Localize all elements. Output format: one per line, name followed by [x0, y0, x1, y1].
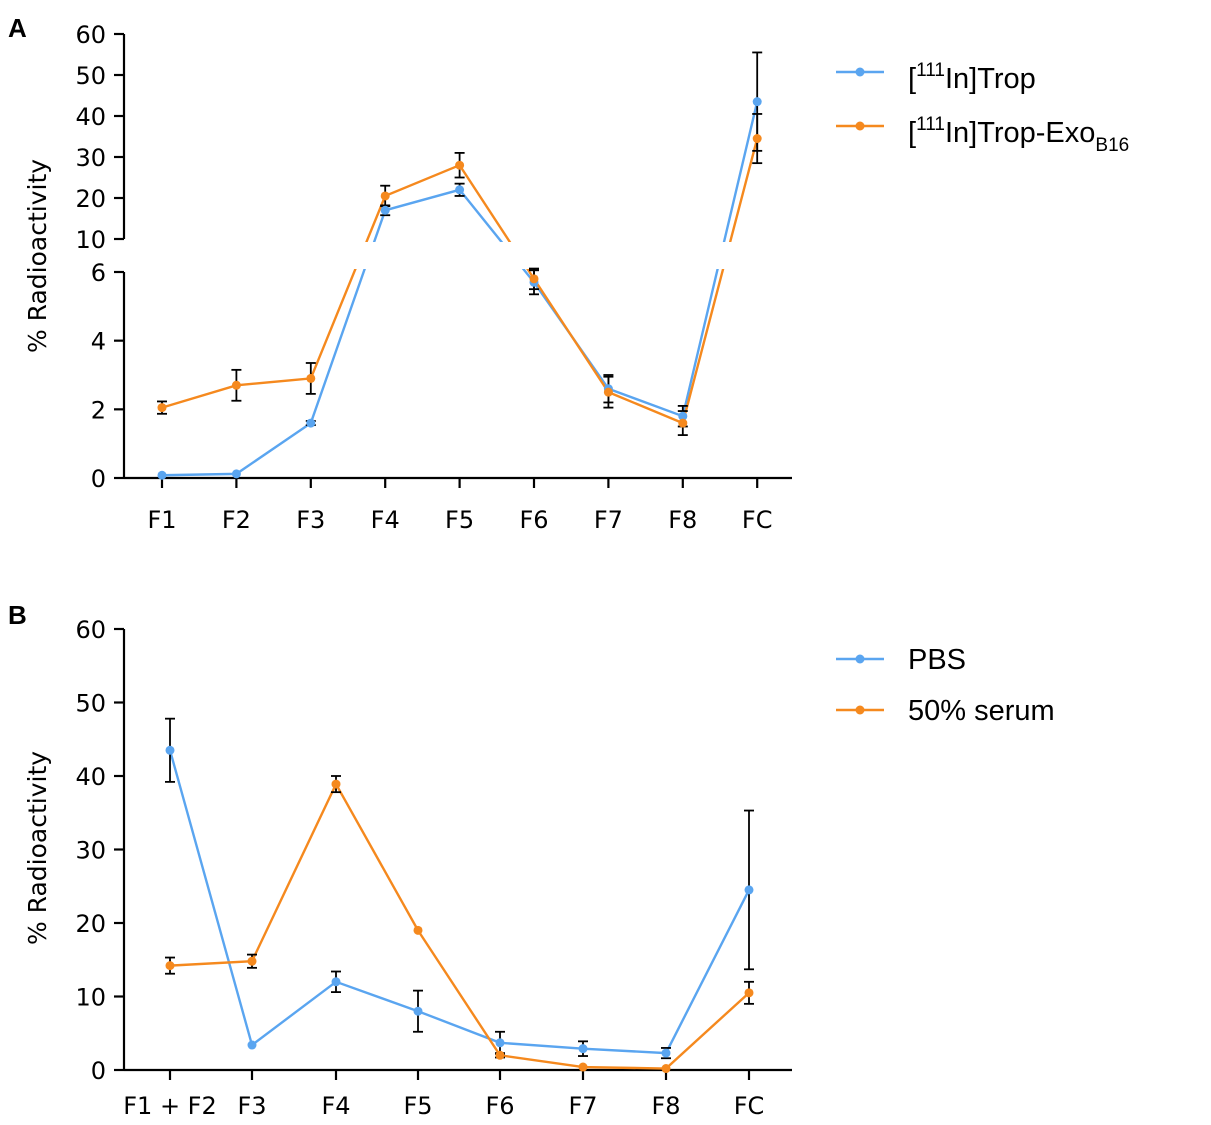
data-point-50-serum-f6: [495, 1050, 505, 1060]
data-point-50-serum-f8: [661, 1064, 671, 1074]
data-point-111in-trop-exob16-f6: [529, 274, 539, 284]
y-tick-label: 40: [75, 763, 106, 791]
data-point-111in-trop-exob16-f3: [306, 373, 316, 383]
data-point-111in-trop-f8: [678, 411, 688, 421]
y-tick-label: 60: [75, 616, 106, 644]
data-point-111in-trop-exob16-f2: [231, 380, 241, 390]
legend-label-serum: 50% serum: [908, 695, 1055, 727]
y-tick-label: 0: [91, 1057, 106, 1085]
series-line-111in-trop-exob16: [161, 138, 759, 425]
panel-b-axes: 0 10 20 30 40 50 60 F1 + F2 F3 F4 F5 F6 F7 F8 FC % Radi…: [23, 616, 792, 1120]
legend-marker-trop: [855, 67, 865, 77]
y-tick-label: 0: [91, 465, 106, 493]
panel-a: A 10 20 30 40 50 60 0 2 4 6 F1 F2 F3 F4 F5 F6 F7 F8 FC % Ra…: [8, 13, 1129, 534]
data-point-50-serum-fc: [744, 988, 754, 998]
y-tick-label: 40: [75, 103, 106, 131]
data-point-pbs-f8: [661, 1048, 671, 1058]
x-tick-label: F8: [668, 506, 697, 534]
data-point-111in-trop-f4: [380, 205, 390, 215]
x-tick-label: F7: [594, 506, 623, 534]
x-tick-label: FC: [742, 506, 773, 534]
data-point-pbs-f6: [495, 1038, 505, 1048]
x-tick-label: F7: [568, 1092, 597, 1120]
legend-marker-trop-exo: [855, 121, 865, 131]
x-tick-label: F3: [296, 506, 325, 534]
panel-b-label: B: [8, 600, 27, 630]
axis-break-gap: [126, 242, 794, 269]
data-point-pbs-f3: [247, 1040, 257, 1050]
x-tick-label: F5: [403, 1092, 432, 1120]
x-tick-label: F8: [651, 1092, 680, 1120]
legend-label-pbs: PBS: [908, 644, 966, 676]
x-tick-label: F4: [321, 1092, 350, 1120]
panel-b-legend: PBS 50% serum: [836, 644, 1055, 727]
legend-marker-serum: [855, 705, 865, 715]
x-tick-label: F4: [371, 506, 400, 534]
legend-marker-pbs: [855, 654, 865, 664]
data-point-50-serum-f3: [247, 956, 257, 966]
legend-label-trop: [111In]Trop: [908, 60, 1036, 95]
y-tick-label: 30: [75, 144, 106, 172]
data-point-111in-trop-exob16-f4: [380, 191, 390, 201]
data-point-111in-trop-f2: [231, 469, 241, 479]
data-point-111in-trop-f5: [455, 185, 465, 195]
y-tick-label: 6: [91, 259, 106, 287]
x-tick-label: F2: [222, 506, 251, 534]
y-tick-label: 60: [75, 21, 106, 49]
data-point-111in-trop-exob16-f5: [455, 160, 465, 170]
y-tick-label: 50: [75, 690, 106, 718]
data-point-111in-trop-fc: [752, 97, 762, 107]
panel-b: B 0 10 20 30 40 50 60 F1 + F2 F3 F4 F5 F6 F7 F8 FC % Ra…: [8, 600, 1055, 1120]
data-point-111in-trop-exob16-f8: [678, 418, 688, 428]
data-point-pbs-f5: [413, 1006, 423, 1016]
data-point-111in-trop-exob16-f7: [603, 387, 613, 397]
data-point-50-serum-f1-f2: [165, 961, 175, 971]
x-tick-label: F3: [237, 1092, 266, 1120]
y-tick-label: 20: [75, 185, 106, 213]
data-point-pbs-fc: [744, 885, 754, 895]
data-point-pbs-f1-f2: [165, 745, 175, 755]
x-tick-label: F5: [445, 506, 474, 534]
series-line-50-serum: [169, 781, 750, 1070]
data-point-111in-trop-f1: [157, 470, 167, 480]
panel-a-legend: [111In]Trop [111In]Trop-ExoB16: [836, 60, 1129, 156]
x-tick-label: FC: [734, 1092, 765, 1120]
data-point-50-serum-f7: [578, 1062, 588, 1072]
y-tick-label: 10: [75, 984, 106, 1012]
data-point-pbs-f7: [578, 1044, 588, 1054]
data-point-50-serum-f4: [331, 779, 341, 789]
y-tick-label: 30: [75, 837, 106, 865]
data-point-pbs-f4: [331, 977, 341, 987]
legend-label-trop-exo: [111In]Trop-ExoB16: [908, 114, 1129, 156]
data-point-111in-trop-exob16-fc: [752, 134, 762, 144]
y-tick-label: 50: [75, 62, 106, 90]
data-point-111in-trop-exob16-f1: [157, 403, 167, 413]
x-tick-label: F6: [519, 506, 548, 534]
panel-b-series: [165, 717, 754, 1074]
panel-a-axes: 10 20 30 40 50 60 0 2 4 6 F1 F2 F3 F4 F5 F6 F7 F8 FC % Radi…: [23, 21, 792, 534]
y-tick-label: 2: [91, 396, 106, 424]
panel-a-series: [126, 51, 794, 480]
y-tick-label: 10: [75, 226, 106, 254]
y-axis-label: % Radioactivity: [23, 751, 52, 945]
panel-a-label: A: [8, 13, 27, 43]
series-line-pbs: [168, 749, 751, 1055]
y-tick-label: 20: [75, 910, 106, 938]
x-tick-label: F1 + F2: [123, 1092, 217, 1120]
x-tick-label: F1: [147, 506, 176, 534]
data-point-111in-trop-f3: [306, 418, 316, 428]
x-tick-label: F6: [485, 1092, 514, 1120]
y-tick-label: 4: [91, 328, 106, 356]
data-point-50-serum-f5: [413, 925, 423, 935]
y-axis-label: % Radioactivity: [23, 159, 52, 353]
